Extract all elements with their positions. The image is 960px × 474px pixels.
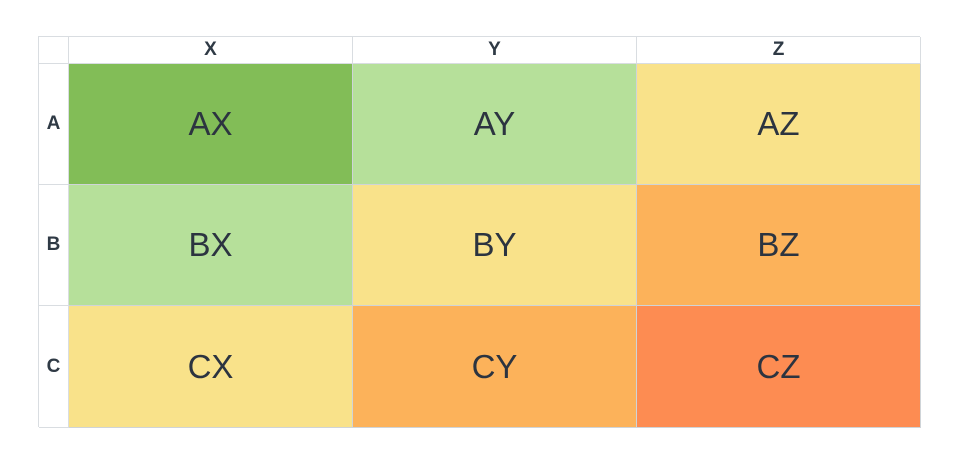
column-header-z: Z [637,37,921,64]
cell-ay: AY [353,64,637,185]
cell-cz: CZ [637,306,921,428]
row-header-b: B [39,185,69,306]
cell-az: AZ [637,64,921,185]
corner-cell [39,37,69,64]
row-header-c: C [39,306,69,428]
cell-bz: BZ [637,185,921,306]
cell-cx: CX [69,306,353,428]
cell-cy: CY [353,306,637,428]
cell-ax: AX [69,64,353,185]
risk-matrix: X Y Z A AX AY AZ B BX BY BZ C CX CY CZ [38,36,921,428]
cell-by: BY [353,185,637,306]
column-header-y: Y [353,37,637,64]
row-header-a: A [39,64,69,185]
column-header-x: X [69,37,353,64]
cell-bx: BX [69,185,353,306]
